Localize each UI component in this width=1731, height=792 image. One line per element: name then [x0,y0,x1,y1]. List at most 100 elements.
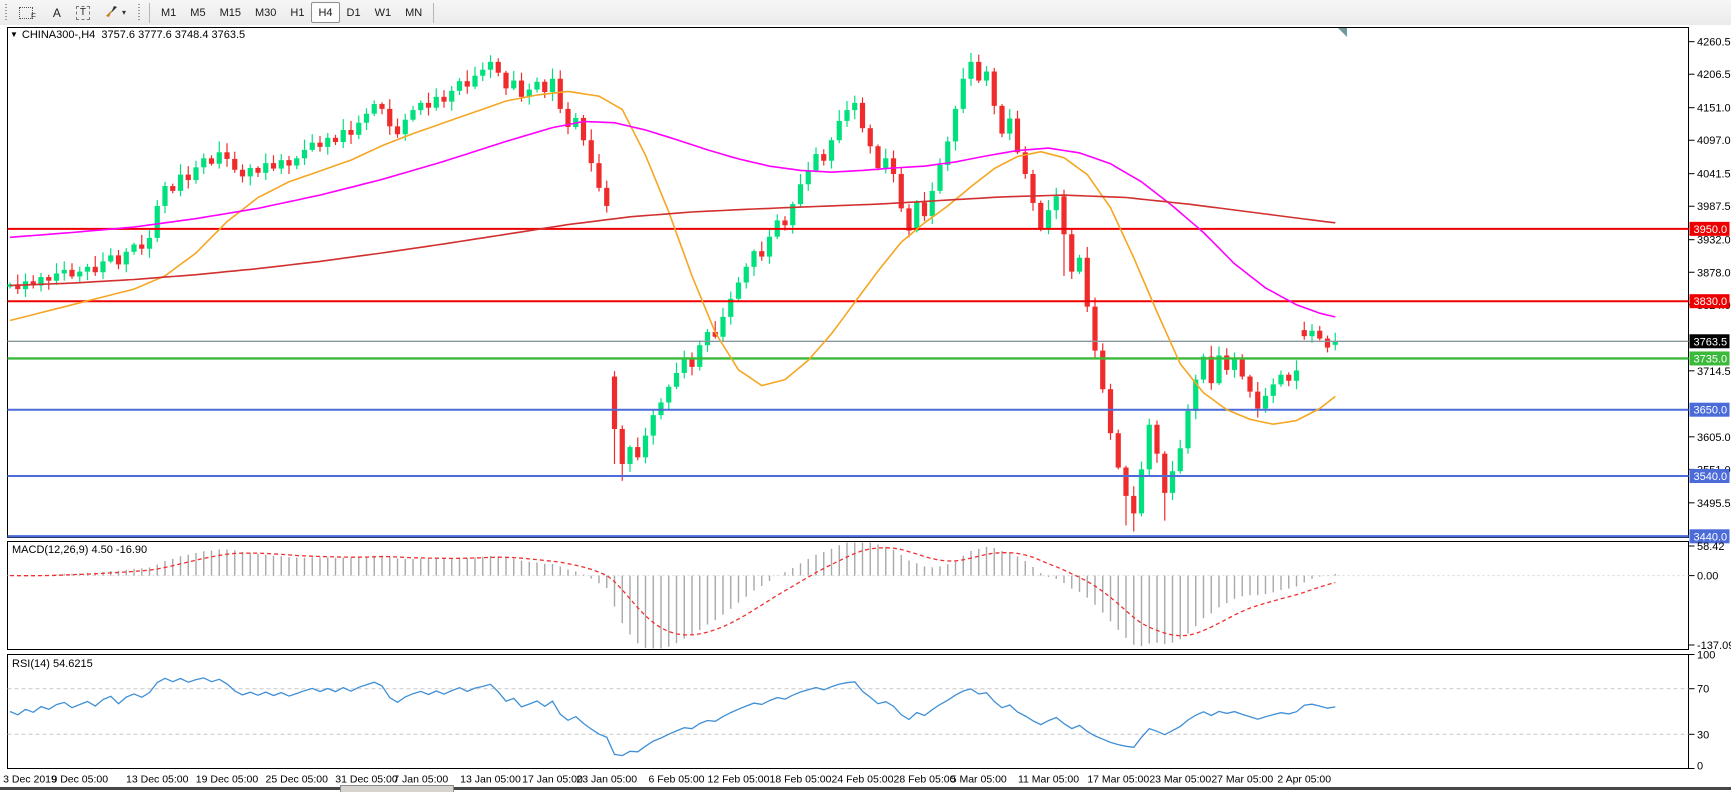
candle-body [991,71,997,106]
candles-layer [7,52,1338,532]
candle-body [821,154,827,161]
candle-body [1231,357,1238,370]
time-axis-label: 31 Dec 05:00 [335,774,398,786]
candle-body [611,376,618,429]
timeframe-button-w1[interactable]: W1 [368,2,399,23]
timeframe-button-d1[interactable]: D1 [340,2,368,23]
timeframe-button-mn[interactable]: MN [398,2,429,23]
candle-body [960,78,966,109]
horizontal-scrollbar-thumb[interactable] [340,785,454,792]
candle-body [782,220,788,226]
candle-body [1324,338,1331,348]
candle-body [418,102,424,111]
candle-body [929,190,935,217]
timeframe-button-m30[interactable]: M30 [248,2,283,23]
chart-title-text: CHINA300-,H4 3757.6 3777.6 3748.4 3763.5 [21,29,246,41]
horizontal-scrollbar-track[interactable] [0,787,1731,790]
candle-body [921,202,928,217]
price-tick-label: 3605.0 [1697,432,1731,444]
candle-body [1107,389,1114,434]
arrow-objects-dropdown-icon[interactable]: ▾ [122,8,127,17]
candle-body [642,435,649,458]
candle-body [1069,234,1075,272]
candle-body [340,129,346,143]
text-label-tool-button[interactable]: T [69,2,97,23]
fibo-grid-tool-button[interactable]: F [12,2,45,23]
candle-body [743,266,749,283]
price-tick-label: 3987.5 [1697,201,1731,213]
candle-body [433,96,439,108]
time-axis-label: 13 Jan 05:00 [460,774,521,786]
candle-body [689,359,695,367]
candle-body [797,184,804,205]
candle-body [232,158,238,170]
timeframe-button-h4[interactable]: H4 [311,2,340,23]
chart-shift-marker-icon[interactable] [1338,28,1347,37]
timeframe-button-m15[interactable]: M15 [213,2,248,23]
candle-body [356,122,362,135]
rsi-line [9,677,1336,757]
candle-body [449,90,455,102]
candle-body [604,187,610,206]
price-badge [1689,294,1730,309]
candle-body [828,140,835,161]
candle-body [278,160,284,169]
candle-body [999,105,1005,134]
candle-body [255,167,261,173]
candle-body [1193,379,1199,411]
candle-body [170,186,176,191]
price-tick-label: 4097.0 [1697,135,1731,147]
candle-body [790,204,796,226]
price-badge-label: 3763.5 [1694,336,1728,348]
candle-body [836,120,842,141]
candle-body [813,154,819,171]
candle-body [363,113,370,123]
hline-objects[interactable] [7,227,1689,538]
text-tool-button[interactable]: A [45,2,69,23]
time-axis-label: 5 Mar 05:00 [951,774,1007,786]
candle-body [208,158,215,164]
timeframe-button-m5[interactable]: M5 [183,2,212,23]
toolbar-grip[interactable] [3,3,8,22]
candle-body [1200,356,1207,380]
candle-body [681,359,687,373]
price-badge [1689,402,1730,417]
price-tick-label: 3714.5 [1697,366,1731,378]
candle-body [1239,357,1245,377]
candle-body [1061,196,1067,235]
candle-body [1293,370,1300,381]
macd-layer: 58.42 0.00 -137.09 [7,541,1731,652]
rsi-axis-label: 70 [1697,684,1709,696]
candle-body [565,108,571,127]
candle-body [1216,355,1222,384]
candle-body [139,244,145,249]
chart-title-caret-icon[interactable]: ▼ [10,30,18,39]
candle-body [1317,330,1323,339]
price-tick-label: 4260.5 [1697,37,1731,49]
candle-body [720,316,726,337]
candle-body [1309,330,1315,337]
candle-body [1247,376,1253,392]
candle-body [394,126,401,135]
time-axis-label: 25 Dec 05:00 [266,774,329,786]
candle-body [875,146,881,168]
price-axis[interactable]: 4260.5 4206.5 4151.0 4097.0 4041.5 3987.5 3932… [1688,37,1731,510]
main-panel-border [7,27,1689,538]
toolbar-separator [149,2,151,23]
time-axis-label: 11 Mar 05:00 [1018,774,1079,786]
arrow-objects-button[interactable]: ▾ [97,2,133,23]
candle-body [53,273,60,281]
candle-body [712,331,718,337]
price-badge [1689,529,1730,544]
candle-body [410,110,416,120]
timeframe-button-m1[interactable]: M1 [154,2,183,23]
timeframe-group-grip[interactable] [136,3,142,22]
candle-body [332,137,339,143]
candle-body [937,164,943,191]
candle-body [100,261,106,273]
chart-plot-area[interactable]: 4260.5 4206.5 4151.0 4097.0 4041.5 3987.5 3932… [0,25,1731,792]
timeframe-button-h1[interactable]: H1 [283,2,311,23]
macd-signal-line [9,547,1336,637]
